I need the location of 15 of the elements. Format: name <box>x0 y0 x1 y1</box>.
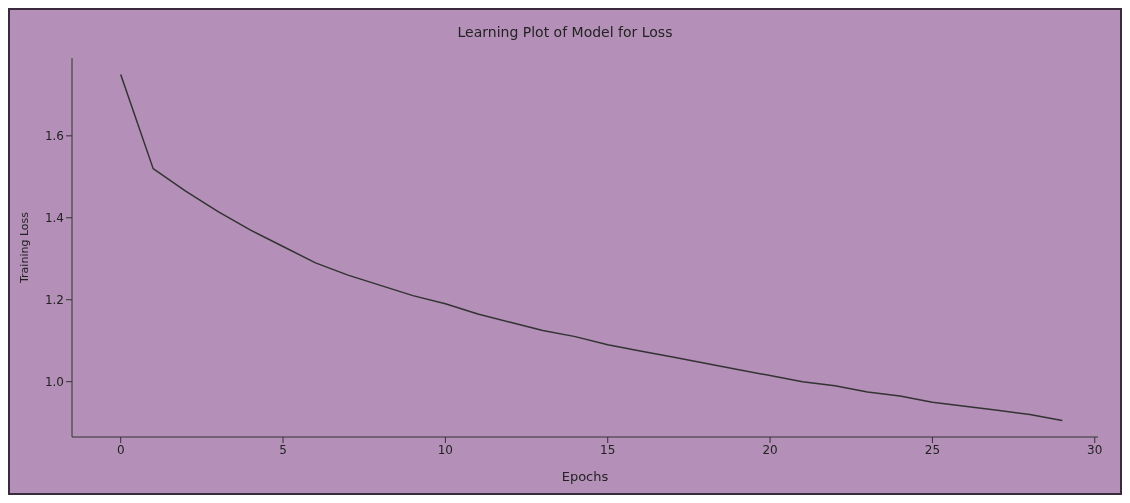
y-tick-label: 1.2 <box>44 293 64 307</box>
x-tick-label: 20 <box>762 442 778 457</box>
x-tick-label: 5 <box>279 442 287 457</box>
y-axis-title: Training Loss <box>17 211 31 285</box>
x-tick-label: 15 <box>600 442 616 457</box>
y-tick-label: 1.4 <box>44 211 64 226</box>
y-tick-label: 1.0 <box>44 374 64 389</box>
line-series <box>119 73 1064 422</box>
x-tick-label: 0 <box>116 442 125 457</box>
y-tick-label: 1.6 <box>44 129 64 144</box>
chart-title: Learning Plot of Model for Loss <box>456 23 674 40</box>
x-tick-label: 30 <box>1087 442 1103 457</box>
x-tick-label: 10 <box>437 442 454 457</box>
x-tick-label: 25 <box>924 442 941 457</box>
x-axis-title: Epochs <box>561 469 609 484</box>
